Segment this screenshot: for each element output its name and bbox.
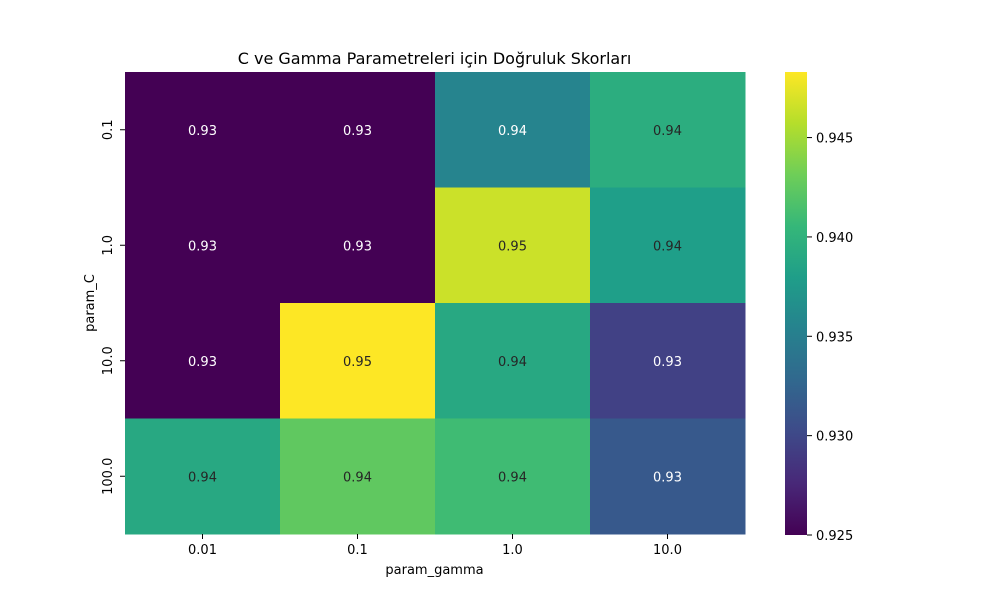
colorbar-tick-label: 0.935	[816, 330, 853, 345]
heatmap-cell	[125, 72, 281, 188]
cell-annotation: 0.93	[343, 239, 372, 254]
colorbar-ticks: 0.925 0.930 0.935 0.940 0.945	[807, 132, 853, 544]
heatmap-cell	[590, 72, 746, 188]
heatmap-cell	[590, 303, 746, 419]
colorbar: 0.925 0.930 0.935 0.940 0.945	[785, 72, 853, 544]
cell-annotation: 0.93	[188, 124, 217, 139]
heatmap-cells	[125, 72, 746, 535]
heatmap-cell	[280, 303, 436, 419]
colorbar-tick-label: 0.925	[816, 529, 853, 544]
cell-annotation: 0.94	[653, 239, 682, 254]
cell-annotation: 0.94	[188, 470, 217, 485]
x-tick-label: 1.0	[502, 543, 523, 558]
y-tick-label: 0.1	[101, 119, 116, 140]
cell-annotation: 0.93	[188, 239, 217, 254]
cell-annotation: 0.95	[343, 355, 372, 370]
y-axis-label: param_C	[83, 274, 98, 332]
cell-annotation: 0.93	[188, 355, 217, 370]
chart-title: C ve Gamma Parametreleri için Doğruluk S…	[238, 49, 632, 68]
cell-annotations: 0.93 0.93 0.94 0.94 0.93 0.93 0.95 0.94 0.93 0.95…	[188, 124, 682, 486]
cell-annotation: 0.94	[498, 355, 527, 370]
heatmap-cell	[125, 418, 281, 535]
heatmap-cell	[280, 418, 436, 535]
cell-annotation: 0.94	[343, 470, 372, 485]
y-tick-label: 1.0	[101, 235, 116, 256]
heatmap-cell	[435, 303, 591, 419]
heatmap-cell	[435, 72, 591, 188]
y-axis: 0.1 1.0 10.0 100.0	[101, 119, 125, 495]
heatmap-cell	[280, 187, 436, 304]
x-tick-label: 0.1	[347, 543, 368, 558]
colorbar-tick-label: 0.930	[816, 430, 853, 445]
y-tick-label: 10.0	[101, 346, 116, 375]
heatmap-cell	[590, 418, 746, 535]
x-tick-label: 0.01	[188, 543, 217, 558]
cell-annotation: 0.93	[653, 355, 682, 370]
heatmap-cell	[590, 187, 746, 304]
cell-annotation: 0.95	[498, 239, 527, 254]
heatmap-cell	[435, 187, 591, 304]
cell-annotation: 0.94	[653, 124, 682, 139]
cell-annotation: 0.93	[343, 124, 372, 139]
colorbar-tick-label: 0.945	[816, 132, 853, 147]
colorbar-gradient	[785, 72, 807, 535]
x-tick-label: 10.0	[653, 543, 682, 558]
heatmap-cell	[125, 303, 281, 419]
heatmap-cell	[280, 72, 436, 188]
cell-annotation: 0.94	[498, 124, 527, 139]
x-axis-label: param_gamma	[385, 563, 483, 578]
y-tick-label: 100.0	[101, 458, 116, 495]
heatmap-cell	[125, 187, 281, 304]
heatmap-cell	[435, 418, 591, 535]
colorbar-tick-label: 0.940	[816, 231, 853, 246]
cell-annotation: 0.93	[653, 470, 682, 485]
x-axis: 0.01 0.1 1.0 10.0	[188, 534, 682, 558]
cell-annotation: 0.94	[498, 470, 527, 485]
